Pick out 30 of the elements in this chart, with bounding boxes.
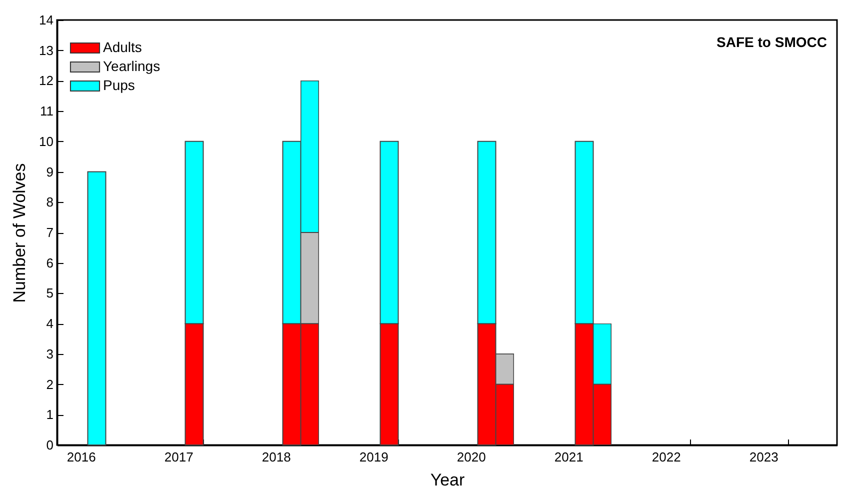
x-tick-label: 2018 — [262, 450, 291, 464]
y-tick-label: 4 — [46, 316, 54, 332]
legend-label: Adults — [103, 39, 142, 55]
y-tick-label: 2 — [46, 376, 54, 392]
x-tick-label: 2016 — [66, 450, 96, 464]
y-tick-label: 0 — [46, 438, 54, 452]
y-axis-title: Number of Wolves — [10, 163, 30, 303]
y-tick-label: 1 — [46, 407, 54, 422]
x-tick-label: 2019 — [359, 450, 388, 464]
y-tick-label: 11 — [40, 104, 54, 119]
y-tick-label: 12 — [39, 73, 54, 88]
x-axis-title: Year — [430, 470, 466, 490]
y-tick-label: 7 — [46, 225, 54, 240]
y-tick-label: 9 — [46, 164, 54, 180]
y-tick-label: 5 — [46, 286, 54, 301]
y-tick-label: 14 — [39, 12, 54, 28]
y-tick-label: 6 — [46, 255, 54, 270]
y-tick-label: 13 — [39, 42, 54, 58]
legend-label: Yearlings — [103, 58, 160, 74]
x-tick-label: 2020 — [456, 450, 486, 464]
y-tick-label: 10 — [39, 134, 54, 149]
x-tick-label: 2022 — [652, 450, 681, 464]
y-tick-label: 8 — [46, 194, 54, 210]
annotation: SAFE to SMOCC — [716, 34, 827, 50]
x-tick-label: 2023 — [749, 450, 778, 464]
x-tick-label: 2017 — [164, 450, 194, 464]
x-tick-label: 2021 — [554, 450, 584, 464]
legend-label: Pups — [103, 77, 135, 93]
y-tick-label: 3 — [46, 346, 54, 362]
bar — [87, 171, 106, 446]
